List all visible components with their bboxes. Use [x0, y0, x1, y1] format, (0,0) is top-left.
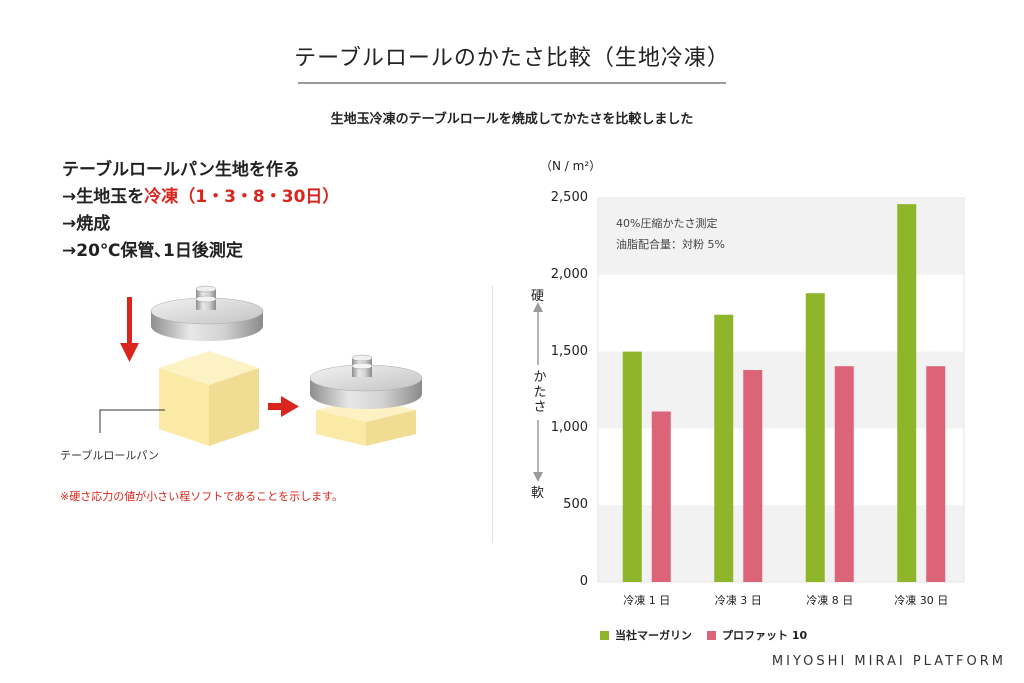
x-tick-label: 冷凍 8 日 — [806, 594, 854, 607]
legend-swatch-pink — [707, 630, 716, 640]
process-right-arrow-icon — [268, 396, 299, 417]
section-divider — [492, 285, 493, 543]
step-2-freeze-days: 冷凍（1・3・8・30日） — [144, 187, 340, 207]
y-axis-soft-label: 軟 — [531, 486, 545, 501]
compression-test-illustration — [99, 285, 423, 446]
chart-annotation-fat-ratio: 油脂配合量：対粉 5% — [616, 238, 725, 251]
press-plate-compressed-icon — [309, 354, 423, 409]
y-tick-label: 0 — [579, 574, 588, 589]
y-axis-hard-label: 硬 — [531, 289, 545, 304]
y-tick-label: 2,000 — [550, 266, 588, 282]
x-tick-label: 冷凍 30 日 — [894, 594, 949, 607]
y-axis-unit: （N / m²） — [540, 159, 602, 173]
press-down-arrow-icon — [120, 297, 139, 362]
legend-item-profat: プロファット 10 — [707, 627, 807, 643]
bar-profat-3 — [834, 366, 854, 582]
bar-profat-2 — [743, 370, 763, 582]
step-4: →20℃保管､1日後測定 — [62, 241, 243, 261]
bar-margarine-1 — [622, 351, 642, 582]
step-1: テーブルロールパン生地を作る — [62, 160, 300, 180]
footnote: ※硬さ応力の値が小さい程ソフトであることを示します。 — [60, 490, 344, 503]
bar-profat-4 — [926, 366, 946, 582]
title-underline — [298, 82, 726, 84]
step-2-prefix: →生地玉を — [62, 187, 145, 207]
legend-item-margarine: 当社マーガリン — [600, 627, 692, 643]
y-tick-label: 1,500 — [550, 343, 588, 359]
bar-margarine-3 — [805, 293, 825, 582]
bread-cube-icon — [159, 351, 259, 446]
bar-profat-1 — [651, 411, 671, 582]
bar-margarine-4 — [897, 204, 917, 583]
x-tick-label: 冷凍 1 日 — [623, 594, 671, 607]
x-tick-label: 冷凍 3 日 — [714, 594, 762, 607]
y-tick-label: 1,000 — [550, 420, 588, 436]
y-tick-label: 500 — [563, 497, 588, 513]
bread-label: テーブルロールパン — [60, 449, 159, 462]
press-plate-icon — [150, 285, 264, 341]
page-subtitle: 生地玉冷凍のテーブルロールを焼成してかたさを比較しました — [330, 112, 694, 127]
footer-brand: MIYOSHI MIRAI PLATFORM — [771, 654, 1006, 669]
legend-label-margarine: 当社マーガリン — [615, 629, 692, 642]
y-axis-hardness-label: かたさ — [533, 370, 547, 415]
step-2: →生地玉を冷凍（1・3・8・30日） — [62, 184, 339, 211]
plot-border — [597, 197, 965, 583]
legend-label-profat: プロファット 10 — [722, 629, 808, 642]
bread-leader-line — [99, 409, 165, 433]
page-title: テーブルロールのかたさ比較（生地冷凍） — [294, 46, 730, 71]
compressed-bread-icon — [316, 398, 416, 446]
chart-annotation-method: 40%圧縮かたさ測定 — [616, 217, 718, 230]
legend-swatch-green — [600, 630, 609, 640]
process-steps: テーブルロールパン生地を作る →生地玉を冷凍（1・3・8・30日） →焼成 →2… — [62, 157, 339, 265]
y-tick-label: 2,500 — [550, 190, 588, 205]
step-3: →焼成 — [62, 214, 111, 234]
bar-margarine-2 — [714, 314, 734, 582]
